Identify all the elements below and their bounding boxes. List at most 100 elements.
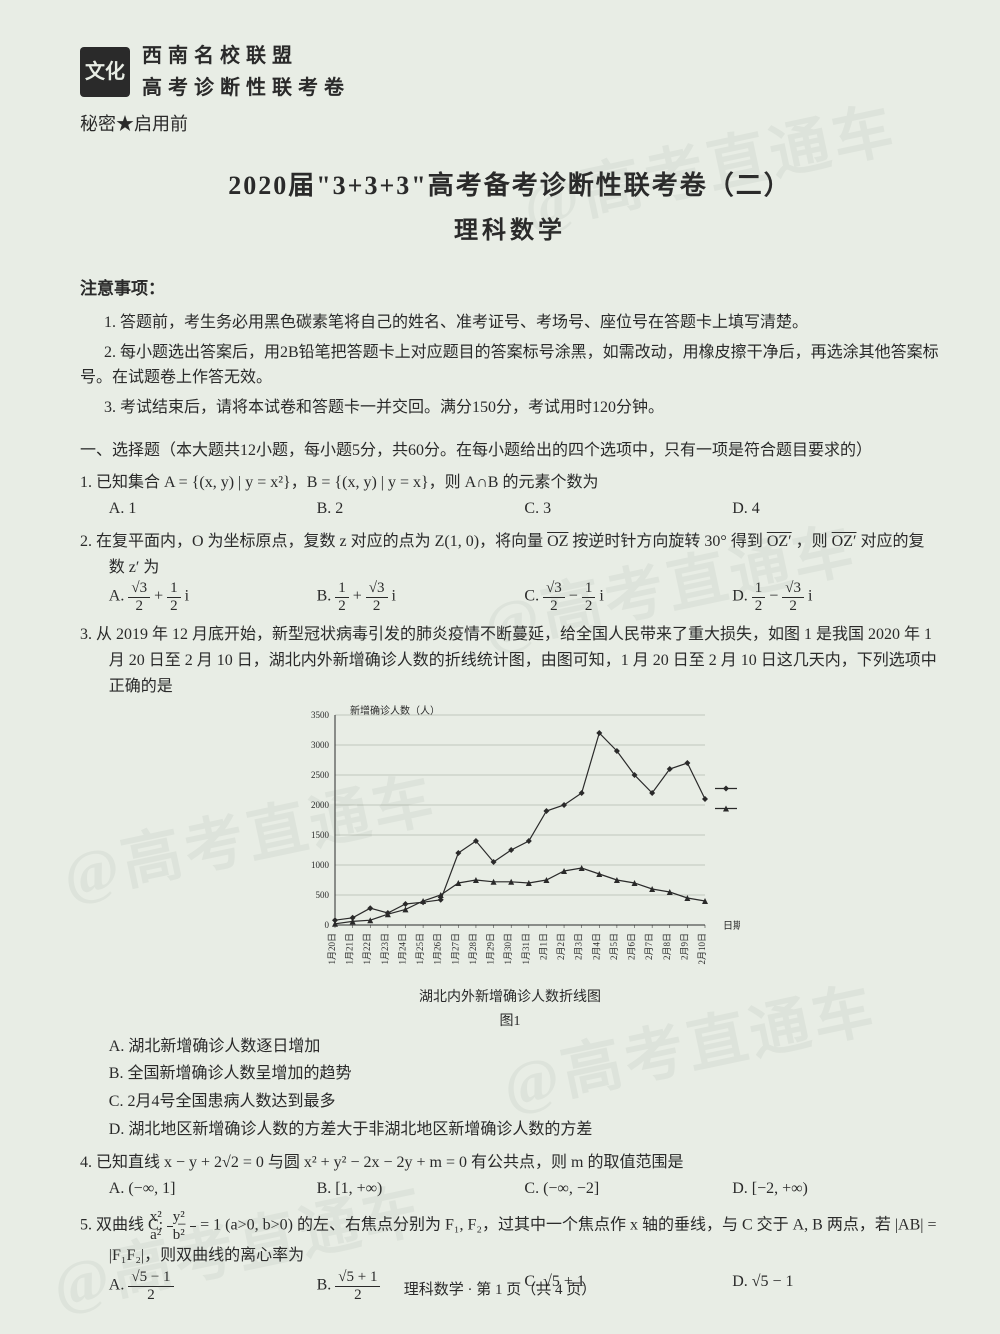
option-b: B. [1, +∞) [317, 1176, 525, 1202]
org-line-1: 西南名校联盟 [142, 40, 350, 72]
page-footer: 理科数学 · 第 1 页（共 4 页） [0, 1278, 1000, 1302]
option-b: B. 12 + √32 i [317, 580, 525, 614]
svg-text:1000: 1000 [311, 860, 330, 870]
frac-den: 2 [366, 598, 388, 615]
svg-text:1月31日: 1月31日 [521, 933, 531, 965]
svg-text:1月30日: 1月30日 [503, 933, 513, 965]
opt-prefix: D. [732, 588, 752, 605]
notice-item: 1. 答题前，考生务必用黑色碳素笔将自己的姓名、准考证号、考场号、座位号在答题卡… [80, 310, 940, 336]
svg-text:1月27日: 1月27日 [450, 933, 460, 965]
frac-num: 1 [167, 580, 181, 598]
frac-num: √3 [366, 580, 388, 598]
svg-text:1月21日: 1月21日 [345, 933, 355, 965]
options-row: A. √32 + 12 i B. 12 + √32 i C. √32 − 12 … [80, 580, 940, 614]
option-c: C. √32 − 12 i [524, 580, 732, 614]
chart-container: 0 500 1000 1500 2000 2500 3000 3500 新增确诊人数（人） 日期 1… [80, 705, 940, 985]
svg-text:1月25日: 1月25日 [415, 933, 425, 965]
vector-ozp: OZ′ [832, 533, 857, 550]
publisher-logo: 文化 [80, 47, 130, 97]
frac-num: √3 [128, 580, 150, 598]
svg-text:日期: 日期 [723, 920, 740, 932]
frac-num: 1 [752, 580, 766, 598]
option-c: C. (−∞, −2] [524, 1176, 732, 1202]
notice-item: 2. 每小题选出答案后，用2B铅笔把答题卡上对应题目的答案标号涂黑，如需改动，用… [80, 340, 940, 391]
option-c: C. 3 [524, 496, 732, 522]
question-1: 1. 已知集合 A = {(x, y) | y = x²}，B = {(x, y… [80, 470, 940, 521]
question-stem: 5. 双曲线 C: x²a² − y²b² = 1 (a>0, b>0) 的左、… [80, 1209, 940, 1269]
options-row: A. 1 B. 2 C. 3 D. 4 [80, 496, 940, 522]
stem-part: ，则 [796, 533, 828, 550]
frac-den: 2 [167, 598, 181, 615]
option-c: C. 2月4号全国患病人数达到最多 [109, 1089, 940, 1115]
svg-text:2月2日: 2月2日 [556, 933, 566, 960]
option-d: D. [−2, +∞) [732, 1176, 940, 1202]
option-a: A. 湖北新增确诊人数逐日增加 [109, 1034, 940, 1060]
question-4: 4. 已知直线 x − y + 2√2 = 0 与圆 x² + y² − 2x … [80, 1150, 940, 1201]
svg-text:2月10日: 2月10日 [697, 933, 707, 965]
svg-text:1月28日: 1月28日 [468, 933, 478, 965]
svg-text:2月7日: 2月7日 [644, 933, 654, 960]
question-stem: 2. 在复平面内，O 为坐标原点，复数 z 对应的点为 Z(1, 0)，将向量 … [80, 529, 940, 580]
frac-num: 1 [335, 580, 349, 598]
title-block: 2020届"3+3+3"高考备考诊断性联考卷（二） 理科数学 [80, 165, 940, 251]
svg-text:1月22日: 1月22日 [362, 933, 372, 965]
option-b: B. 2 [317, 496, 525, 522]
option-d: D. 4 [732, 496, 940, 522]
line-chart: 0 500 1000 1500 2000 2500 3000 3500 新增确诊人数（人） 日期 1… [280, 705, 740, 985]
svg-text:1月26日: 1月26日 [433, 933, 443, 965]
question-stem: 1. 已知集合 A = {(x, y) | y = x²}，B = {(x, y… [80, 470, 940, 496]
frac-num: √3 [782, 580, 804, 598]
option-d: D. 12 − √32 i [732, 580, 940, 614]
svg-text:1500: 1500 [311, 830, 330, 840]
svg-text:3500: 3500 [311, 710, 330, 720]
svg-text:3000: 3000 [311, 740, 330, 750]
frac-den: 2 [543, 598, 565, 615]
frac-num: 1 [582, 580, 596, 598]
question-2: 2. 在复平面内，O 为坐标原点，复数 z 对应的点为 Z(1, 0)，将向量 … [80, 529, 940, 614]
question-stem: 4. 已知直线 x − y + 2√2 = 0 与圆 x² + y² − 2x … [80, 1150, 940, 1176]
svg-text:2月1日: 2月1日 [538, 933, 548, 960]
notice-item: 3. 考试结束后，请将本试卷和答题卡一并交回。满分150分，考试用时120分钟。 [80, 395, 940, 421]
svg-text:1月20日: 1月20日 [327, 933, 337, 965]
opt-prefix: B. [317, 588, 336, 605]
opt-prefix: C. [524, 588, 543, 605]
stem-part: 按逆时针方向旋转 30° 得到 [572, 533, 762, 550]
svg-text:2月3日: 2月3日 [574, 933, 584, 960]
exam-title: 2020届"3+3+3"高考备考诊断性联考卷（二） [80, 165, 940, 207]
organization-block: 西南名校联盟 高考诊断性联考卷 [142, 40, 350, 104]
svg-text:0: 0 [325, 920, 330, 930]
chart-caption: 湖北内外新增确诊人数折线图 [80, 987, 940, 1009]
svg-text:500: 500 [316, 890, 330, 900]
question-stem: 3. 从 2019 年 12 月底开始，新型冠状病毒引发的肺炎疫情不断蔓延，给全… [80, 622, 940, 699]
svg-text:2000: 2000 [311, 800, 330, 810]
svg-text:2月5日: 2月5日 [609, 933, 619, 960]
options-row: A. (−∞, 1] B. [1, +∞) C. (−∞, −2] D. [−2… [80, 1176, 940, 1202]
frac-num: √3 [543, 580, 565, 598]
opt-prefix: A. [109, 588, 129, 605]
secrecy-line: 秘密★启用前 [80, 110, 940, 139]
header: 文化 西南名校联盟 高考诊断性联考卷 [80, 40, 940, 104]
exam-subject: 理科数学 [80, 212, 940, 250]
vector-ozp: OZ′ [767, 533, 792, 550]
option-a: A. 1 [109, 496, 317, 522]
notice-label: 注意事项： [80, 275, 940, 302]
stem-part: 2. 在复平面内，O 为坐标原点，复数 z 对应的点为 Z(1, 0)，将向量 [80, 533, 543, 550]
option-a: A. √32 + 12 i [109, 580, 317, 614]
options-column: A. 湖北新增确诊人数逐日增加 B. 全国新增确诊人数呈增加的趋势 C. 2月4… [80, 1034, 940, 1142]
svg-text:1月29日: 1月29日 [486, 933, 496, 965]
svg-text:1月24日: 1月24日 [397, 933, 407, 965]
stem-part: = 1 (a>0, b>0) 的左、右焦点分别为 F₁, F₂，过其中一个焦点作… [109, 1217, 937, 1264]
figure-number: 图1 [80, 1011, 940, 1033]
svg-text:新增确诊人数（人）: 新增确诊人数（人） [350, 705, 440, 717]
svg-text:2月8日: 2月8日 [662, 933, 672, 960]
frac-num: y² [190, 1209, 196, 1227]
frac-den: 2 [128, 598, 150, 615]
option-a: A. (−∞, 1] [109, 1176, 317, 1202]
org-line-2: 高考诊断性联考卷 [142, 72, 350, 104]
frac-den: 2 [752, 598, 766, 615]
svg-text:2月4日: 2月4日 [591, 933, 601, 960]
section-heading: 一、选择题（本大题共12小题，每小题5分，共60分。在每小题给出的四个选项中，只… [80, 438, 940, 464]
svg-text:2500: 2500 [311, 770, 330, 780]
frac-den: 2 [582, 598, 596, 615]
svg-text:2月6日: 2月6日 [627, 933, 637, 960]
